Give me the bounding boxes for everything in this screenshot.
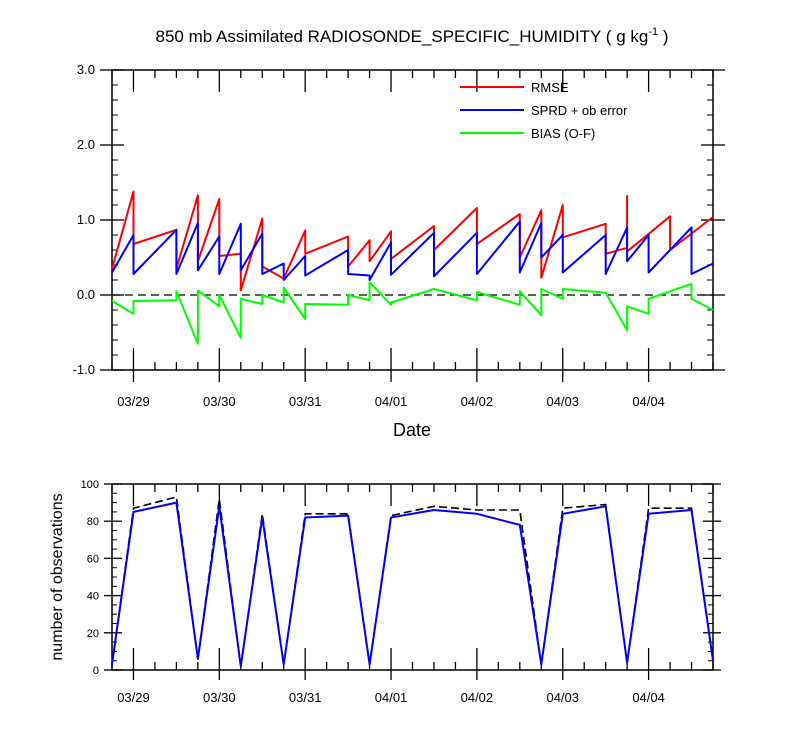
top-plot-panel: 03/29 03/30 03/31 04/01 04/02 04/03 04/04 -1.0 0… bbox=[73, 62, 725, 440]
legend-label-sprd: SPRD + ob error bbox=[531, 103, 628, 118]
x-axis-label: Date bbox=[393, 420, 431, 440]
x-tick-label: 03/29 bbox=[117, 394, 150, 409]
x-tick-label: 03/29 bbox=[117, 690, 150, 705]
bottom-plot-frame bbox=[111, 483, 714, 671]
y-tick-label: 80 bbox=[87, 516, 99, 528]
series-line-bias-o-f bbox=[111, 281, 714, 345]
x-tick-label: 03/30 bbox=[203, 394, 236, 409]
y-tick-label: 2.0 bbox=[77, 137, 95, 152]
y-tick-label: 20 bbox=[87, 628, 99, 640]
y-tick-label: 60 bbox=[87, 553, 99, 565]
bottom-y-axis-label: number of observations bbox=[49, 493, 66, 660]
x-tick-label: 03/30 bbox=[203, 690, 236, 705]
bottom-plot-panel: 03/29 03/30 03/31 04/01 04/02 04/03 04/04 0 20 40… bbox=[49, 479, 721, 705]
y-tick-label: 3.0 bbox=[77, 62, 95, 77]
chart-title-main: 850 mb Assimilated RADIOSONDE_SPECIFIC_H… bbox=[156, 27, 649, 46]
top-axis-ticks: 03/29 03/30 03/31 04/01 04/02 04/03 04/04 -1.0 0… bbox=[73, 62, 725, 409]
y-tick-label: 100 bbox=[81, 479, 99, 491]
x-tick-label: 03/31 bbox=[289, 690, 322, 705]
legend-label-bias: BIAS (O-F) bbox=[531, 126, 595, 141]
series-line-possible bbox=[111, 496, 714, 668]
chart-title: 850 mb Assimilated RADIOSONDE_SPECIFIC_H… bbox=[156, 26, 669, 46]
y-tick-label: 0 bbox=[93, 665, 99, 677]
chart-title-exponent: -1 bbox=[648, 26, 658, 38]
series-line-rmse bbox=[111, 190, 714, 292]
y-tick-label: 1.0 bbox=[77, 212, 95, 227]
y-tick-label: 40 bbox=[87, 591, 99, 603]
x-tick-label: 04/01 bbox=[375, 394, 408, 409]
x-tick-label: 04/01 bbox=[375, 690, 408, 705]
top-series-group bbox=[111, 190, 714, 345]
bottom-series-group bbox=[111, 496, 714, 668]
y-tick-label: -1.0 bbox=[73, 362, 95, 377]
legend: RMSE SPRD + ob error BIAS (O-F) bbox=[460, 80, 628, 141]
x-tick-label: 04/04 bbox=[632, 394, 665, 409]
x-tick-label: 04/02 bbox=[461, 690, 494, 705]
x-tick-label: 03/31 bbox=[289, 394, 322, 409]
legend-label-rmse: RMSE bbox=[531, 80, 569, 95]
chart-title-suffix: ) bbox=[658, 27, 668, 46]
series-line-used bbox=[111, 501, 714, 668]
series-line-sprd-ob-error bbox=[111, 220, 714, 281]
bottom-axis-ticks: 03/29 03/30 03/31 04/01 04/02 04/03 04/04 0 20 40… bbox=[81, 479, 721, 705]
y-tick-label: 0.0 bbox=[77, 287, 95, 302]
x-tick-label: 04/03 bbox=[546, 690, 579, 705]
x-tick-label: 04/04 bbox=[632, 690, 665, 705]
x-tick-label: 04/03 bbox=[546, 394, 579, 409]
x-tick-label: 04/02 bbox=[461, 394, 494, 409]
